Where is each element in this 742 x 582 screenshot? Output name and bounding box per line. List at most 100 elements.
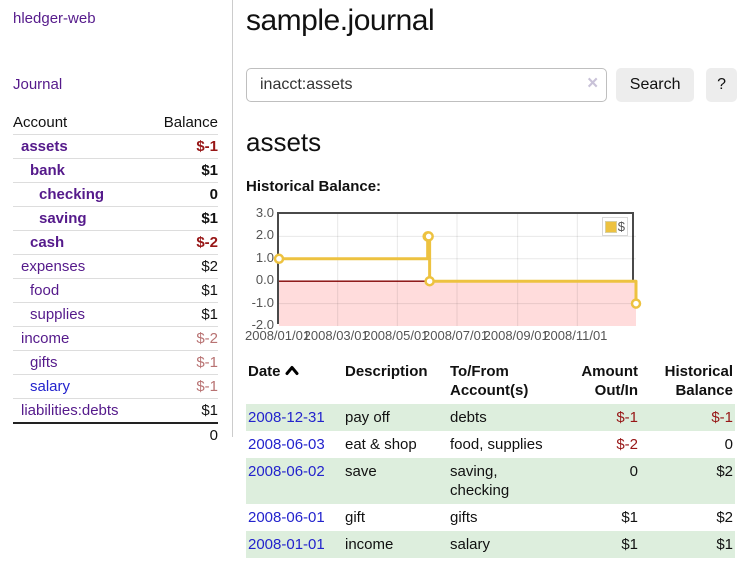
- accounts-table-header: Account Balance: [13, 111, 218, 135]
- account-row: cash $-2: [13, 230, 218, 255]
- transaction-date-link[interactable]: 2008-12-31: [248, 409, 325, 426]
- legend-swatch-icon: [604, 220, 617, 233]
- x-tick-label: 2008/01/01: [245, 328, 311, 343]
- account-row: saving $1: [13, 206, 218, 231]
- account-row: liabilities:debts $1: [13, 398, 218, 423]
- transaction-amount: $1: [621, 509, 638, 526]
- main-content: sample.journal × Search ? assets Histori…: [234, 0, 742, 558]
- transaction-description: pay off: [345, 409, 390, 426]
- account-balance: 0: [148, 182, 218, 207]
- chart-legend: $: [601, 217, 628, 236]
- x-tick-label: 2008/05/01: [363, 328, 429, 343]
- register-header-date[interactable]: Date: [246, 360, 343, 404]
- transaction-amount: $-1: [616, 409, 638, 426]
- sidebar: hledger-web Journal Account Balance asse…: [0, 0, 233, 447]
- page-title: sample.journal: [246, 4, 435, 37]
- sort-ascending-icon: [285, 362, 299, 381]
- accounts-table: Account Balance assets $-1 bank $1 check…: [13, 111, 218, 447]
- register-header-description: Description: [345, 363, 428, 380]
- y-tick-label: 0.0: [255, 272, 274, 288]
- transaction-accounts: saving, checking: [450, 463, 510, 499]
- transaction-accounts: food, supplies: [450, 436, 543, 453]
- x-tick-label: 2008/03/01: [303, 328, 369, 343]
- transaction-amount: $1: [621, 536, 638, 553]
- account-balance: $1: [148, 302, 218, 327]
- legend-label: $: [617, 219, 625, 234]
- account-balance: $-2: [148, 326, 218, 351]
- account-row: assets $-1: [13, 134, 218, 159]
- account-link-saving[interactable]: saving: [39, 210, 87, 227]
- account-link-cash[interactable]: cash: [30, 234, 65, 251]
- register-header-accounts: To/From Account(s): [450, 363, 529, 399]
- accounts-total-row: 0: [13, 422, 218, 447]
- transaction-accounts: salary: [450, 536, 491, 553]
- y-tick-label: -1.0: [251, 294, 274, 310]
- account-row: food $1: [13, 278, 218, 303]
- account-link-liabilities-debts[interactable]: liabilities:debts: [21, 402, 119, 419]
- transaction-balance: $1: [716, 536, 733, 553]
- y-tick-label: 2.0: [255, 227, 274, 243]
- y-tick-label: 1.0: [255, 249, 274, 265]
- y-tick-label: -2.0: [251, 317, 274, 332]
- x-tick-label: 2008/11/01: [543, 328, 608, 343]
- account-balance: $1: [148, 398, 218, 423]
- account-balance: $1: [148, 206, 218, 231]
- transaction-balance: $2: [716, 509, 733, 526]
- account-balance: $1: [148, 278, 218, 303]
- transaction-description: eat & shop: [345, 436, 417, 453]
- account-row: gifts $-1: [13, 350, 218, 375]
- transaction-description: income: [345, 536, 394, 553]
- x-tick-label: 2008/09/01: [483, 328, 549, 343]
- transaction-description: save: [345, 463, 377, 480]
- account-row: income $-2: [13, 326, 218, 351]
- account-row: bank $1: [13, 158, 218, 183]
- register-row: 2008-06-01 gift gifts $1 $2: [246, 504, 735, 531]
- accounts-header-balance: Balance: [163, 114, 218, 131]
- account-row: supplies $1: [13, 302, 218, 327]
- y-tick-label: 3.0: [255, 205, 274, 220]
- register-row: 2008-01-01 income salary $1 $1: [246, 531, 735, 558]
- account-link-bank[interactable]: bank: [30, 162, 66, 179]
- account-balance: $2: [148, 254, 218, 279]
- register-row: 2008-06-02 save saving, checking 0 $2: [246, 458, 735, 504]
- account-link-salary[interactable]: salary: [30, 378, 71, 395]
- account-link-income[interactable]: income: [21, 330, 70, 347]
- transaction-date-link[interactable]: 2008-01-01: [248, 536, 325, 553]
- historical-balance-chart: 3.0 2.0 1.0 0.0 -1.0 -2.0 $ 2008/01/01 2008/03…: [245, 203, 737, 343]
- transaction-amount: 0: [629, 463, 638, 480]
- transaction-balance: $-1: [711, 409, 733, 426]
- transaction-date-link[interactable]: 2008-06-03: [248, 436, 325, 453]
- chart-plot: $: [273, 212, 642, 326]
- app-brand-link[interactable]: hledger-web: [13, 10, 96, 27]
- sidebar-item-journal[interactable]: Journal: [13, 76, 63, 93]
- register-header-balance: Historical Balance: [664, 363, 733, 399]
- transaction-accounts: gifts: [450, 509, 478, 526]
- account-link-expenses[interactable]: expenses: [21, 258, 86, 275]
- search-form: × Search ?: [246, 68, 737, 102]
- transaction-accounts: debts: [450, 409, 487, 426]
- account-link-gifts[interactable]: gifts: [30, 354, 58, 371]
- transaction-date-link[interactable]: 2008-06-01: [248, 509, 325, 526]
- clear-search-icon[interactable]: ×: [587, 73, 599, 94]
- account-balance: $-1: [148, 374, 218, 399]
- account-balance: $-1: [148, 134, 218, 159]
- transaction-date-link[interactable]: 2008-06-02: [248, 463, 325, 480]
- account-link-checking[interactable]: checking: [39, 186, 105, 203]
- transaction-balance: $2: [716, 463, 733, 480]
- search-input[interactable]: [246, 68, 608, 102]
- accounts-total-balance: 0: [148, 422, 218, 447]
- transaction-description: gift: [345, 509, 366, 526]
- account-balance: $1: [148, 158, 218, 183]
- accounts-header-account: Account: [13, 114, 68, 131]
- account-row: salary $-1: [13, 374, 218, 399]
- chart-title: Historical Balance:: [246, 178, 382, 195]
- account-link-food[interactable]: food: [30, 282, 60, 299]
- register-row: 2008-06-03 eat & shop food, supplies $-2…: [246, 431, 735, 458]
- help-button[interactable]: ?: [706, 68, 737, 102]
- account-row: expenses $2: [13, 254, 218, 279]
- account-link-supplies[interactable]: supplies: [30, 306, 86, 323]
- search-button[interactable]: Search: [616, 68, 695, 102]
- account-link-assets[interactable]: assets: [21, 138, 68, 155]
- account-balance: $-2: [148, 230, 218, 255]
- account-heading: assets: [246, 127, 322, 157]
